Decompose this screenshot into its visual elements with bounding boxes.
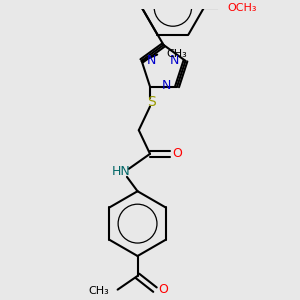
- Text: S: S: [147, 95, 156, 109]
- Text: N: N: [161, 80, 171, 92]
- Text: N: N: [170, 54, 179, 67]
- Text: O: O: [172, 147, 182, 161]
- Text: O: O: [158, 283, 168, 296]
- Text: OCH₃: OCH₃: [228, 2, 257, 13]
- Text: HN: HN: [112, 165, 131, 178]
- Text: CH₃: CH₃: [88, 286, 109, 296]
- Text: CH₃: CH₃: [166, 49, 187, 59]
- Text: N: N: [147, 54, 157, 67]
